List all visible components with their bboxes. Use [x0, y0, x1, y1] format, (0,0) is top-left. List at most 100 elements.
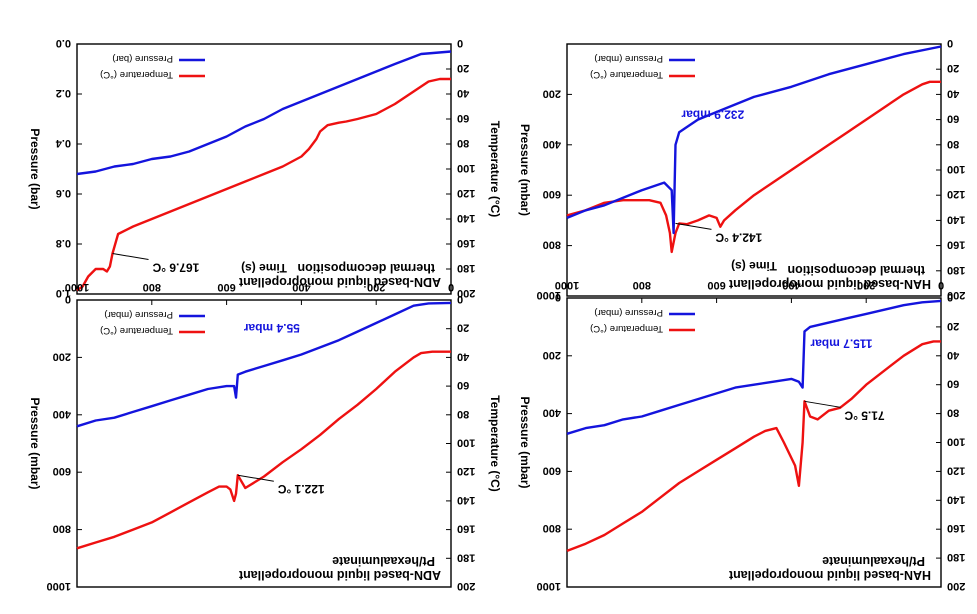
rotated-figure-group: 2001801601401201008060402001.00.80.60.40… — [28, 37, 965, 592]
annotation-pressure: 232.9 mbar — [681, 108, 744, 122]
legend-pressure-label: Pressure (mbar) — [594, 53, 663, 64]
annotation-leader — [804, 400, 841, 408]
plot-frame — [566, 43, 942, 297]
x-tick-label: 600 — [217, 281, 235, 293]
y-left-tick-label: 180 — [947, 551, 965, 563]
annotation-leader — [112, 253, 149, 260]
legend-pressure-label: Pressure (mbar) — [104, 309, 173, 320]
pressure-line — [76, 50, 452, 176]
y-right-tick-label: 0 — [65, 293, 71, 305]
y-left-tick-label: 140 — [947, 493, 965, 505]
y-left-tick-label: 80 — [457, 408, 469, 420]
y-right-tick-label: 600 — [543, 188, 561, 200]
x-tick-label: 400 — [782, 279, 800, 291]
y-right-tick-label: 400 — [543, 407, 561, 419]
y-right-tick-label: 400 — [543, 138, 561, 150]
y-left-tick-label: 0 — [457, 293, 463, 305]
y-right-tick-label: 200 — [53, 350, 71, 362]
legend-temperature-label: Temperature (°C) — [590, 69, 663, 80]
y-left-tick-label: 200 — [947, 289, 965, 301]
y-right-tick-label: 600 — [543, 464, 561, 476]
y-left-tick-label: 20 — [457, 62, 469, 74]
chart-title: HAN-based liquid monopropellant — [728, 568, 931, 582]
chart-panel-2: 2001801601401201008060402001000800600400… — [518, 37, 965, 301]
y-left-tick-label: 40 — [947, 349, 959, 361]
y-right-tick-label: 800 — [543, 239, 561, 251]
y-left-axis-label: Temperature (°C) — [488, 121, 502, 218]
legend-temperature-label: Temperature (°C) — [590, 323, 663, 334]
y-left-axis-label: Temperature (°C) — [488, 395, 502, 492]
y-right-tick-label: 400 — [53, 408, 71, 420]
x-axis-label: Time (s) — [731, 259, 777, 273]
y-right-tick-label: 0.6 — [56, 187, 71, 199]
y-left-tick-label: 100 — [457, 437, 475, 449]
y-left-tick-label: 180 — [457, 551, 475, 563]
annotation-temperature: 71.5 °C — [844, 408, 884, 422]
y-left-tick-label: 140 — [457, 494, 475, 506]
y-left-tick-label: 120 — [457, 187, 475, 199]
y-right-tick-label: 0.8 — [56, 237, 71, 249]
x-tick-label: 800 — [143, 281, 161, 293]
annotation-leader — [675, 222, 712, 230]
y-right-axis-label: Pressure (mbar) — [518, 124, 532, 216]
annotation-temperature: 167.6 °C — [152, 261, 199, 275]
y-left-tick-label: 0 — [947, 291, 953, 303]
y-right-axis-label: Pressure (mbar) — [518, 396, 532, 488]
y-left-tick-label: 60 — [947, 113, 959, 125]
y-left-tick-label: 100 — [457, 162, 475, 174]
pressure-line — [566, 45, 942, 235]
x-axis-label: Time (s) — [241, 261, 287, 275]
pressure-line — [76, 301, 452, 428]
y-left-tick-label: 0 — [947, 37, 953, 49]
temperature-line — [76, 350, 451, 550]
y-left-tick-label: 20 — [457, 322, 469, 334]
y-right-tick-label: 0.0 — [56, 37, 71, 49]
chart-title: ADN-based liquid monopropellant — [238, 275, 441, 289]
x-tick-label: 200 — [367, 281, 385, 293]
temperature-line — [76, 77, 451, 292]
annotation-pressure: 55.4 mbar — [244, 321, 300, 335]
y-left-tick-label: 40 — [457, 87, 469, 99]
y-left-tick-label: 120 — [947, 464, 965, 476]
x-tick-label: 0 — [448, 281, 454, 293]
y-left-tick-label: 180 — [457, 262, 475, 274]
legend-temperature-label: Temperature (°C) — [100, 69, 173, 80]
annotation-temperature: 142.4 °C — [715, 230, 762, 244]
annotation-pressure: 115.7 mbar — [810, 336, 872, 350]
plot-frame — [76, 299, 452, 588]
annotation-leader — [237, 474, 274, 482]
temperature-line — [566, 80, 941, 254]
y-left-tick-label: 200 — [457, 580, 475, 592]
x-tick-label: 600 — [707, 279, 725, 291]
y-left-tick-label: 60 — [457, 112, 469, 124]
y-left-tick-label: 180 — [947, 264, 965, 276]
y-right-tick-label: 600 — [53, 465, 71, 477]
x-tick-label: 200 — [857, 279, 875, 291]
y-left-tick-label: 160 — [457, 523, 475, 535]
y-left-tick-label: 120 — [947, 188, 965, 200]
y-left-tick-label: 120 — [457, 465, 475, 477]
chart-subtitle: thermal decomposition — [787, 263, 925, 277]
pressure-line — [566, 299, 942, 435]
legend-pressure-label: Pressure (bar) — [112, 53, 173, 64]
y-left-tick-label: 80 — [947, 407, 959, 419]
y-right-tick-label: 1000 — [47, 580, 71, 592]
chart-panel-4: 2001801601401201008060402001000800600400… — [518, 259, 965, 592]
y-left-tick-label: 40 — [947, 87, 959, 99]
y-left-tick-label: 60 — [947, 378, 959, 390]
y-right-tick-label: 1000 — [537, 580, 561, 592]
y-left-tick-label: 100 — [947, 436, 965, 448]
y-left-tick-label: 60 — [457, 379, 469, 391]
y-left-tick-label: 20 — [947, 62, 959, 74]
x-tick-label: 0 — [938, 279, 944, 291]
y-left-tick-label: 160 — [457, 237, 475, 249]
y-left-tick-label: 100 — [947, 163, 965, 175]
y-right-tick-label: 1.0 — [56, 287, 71, 299]
y-left-tick-label: 160 — [947, 239, 965, 251]
y-right-tick-label: 0.4 — [55, 137, 71, 149]
y-right-tick-label: 200 — [543, 87, 561, 99]
chart-subtitle: thermal decomposition — [297, 261, 435, 275]
y-right-axis-label: Pressure (bar) — [28, 128, 42, 209]
y-left-tick-label: 40 — [457, 350, 469, 362]
